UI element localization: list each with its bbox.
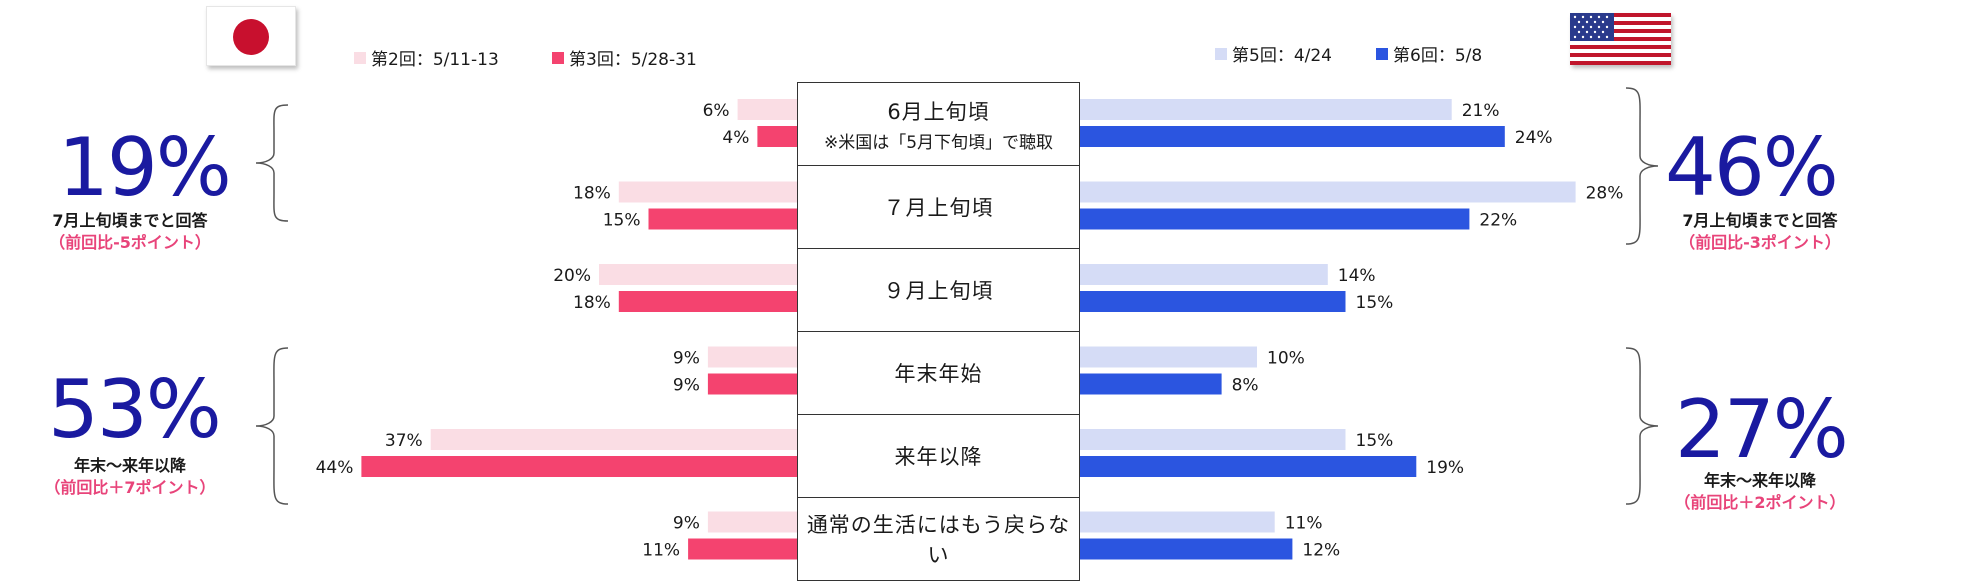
japan-flag-icon — [206, 6, 296, 66]
data-label-japan: 44% — [316, 458, 354, 478]
category-label: 通常の生活にはもう戻らない — [806, 513, 1071, 567]
data-label-us: 15% — [1356, 293, 1394, 313]
summary-us-bottom-caption: 年末～来年以降 （前回比＋2ポイント） — [1660, 470, 1860, 514]
bar-us-series1 — [1080, 346, 1257, 368]
bar-japan-series2 — [361, 456, 797, 477]
data-label-japan: 15% — [603, 211, 641, 231]
data-label-us: 14% — [1338, 266, 1376, 286]
category-label: ９月上旬頃 — [883, 279, 994, 303]
data-label-us: 28% — [1586, 184, 1624, 204]
bar-us-series2 — [1080, 291, 1346, 312]
data-label-us: 15% — [1356, 431, 1394, 451]
bar-japan-series2 — [757, 126, 797, 147]
bar-us-series1 — [1080, 99, 1452, 120]
bar-japan-series2 — [688, 538, 797, 560]
bar-us-series2 — [1080, 373, 1222, 395]
data-label-us: 10% — [1267, 349, 1305, 369]
bar-japan-series1 — [618, 181, 797, 203]
legend-label: 第5回：4/24 — [1232, 46, 1332, 66]
bar-us-series2 — [1080, 126, 1505, 147]
bar-japan-series1 — [430, 429, 797, 450]
legend-us-round5: 第5回：4/24 — [1215, 41, 1332, 66]
bar-japan-series1 — [737, 99, 797, 120]
legend-swatch — [1376, 47, 1388, 60]
category-box-year-end: 年末年始 — [797, 331, 1080, 415]
bar-us-series1 — [1080, 264, 1328, 285]
category-box-july: ７月上旬頃 — [797, 165, 1080, 249]
data-label-japan: 4% — [722, 128, 749, 148]
summary-us-bottom-value: 27% — [1675, 383, 1849, 476]
summary-caption-line1: 7月上旬頃までと回答 — [52, 211, 208, 230]
summary-caption-line1: 年末～来年以降 — [1703, 471, 1816, 490]
summary-jp-bottom-caption: 年末～来年以降 （前回比＋7ポイント） — [30, 455, 230, 499]
bar-us-series1 — [1080, 181, 1576, 203]
summary-caption-line2: （前回比-3ポイント） — [1679, 233, 1841, 252]
category-box-never-return: 通常の生活にはもう戻らない — [797, 497, 1080, 581]
category-label: 来年以降 — [894, 445, 983, 469]
legend-swatch — [1215, 47, 1227, 60]
summary-caption-line2: （前回比-5ポイント） — [49, 233, 211, 252]
data-label-japan: 6% — [703, 101, 730, 121]
bar-us-series2 — [1080, 208, 1470, 230]
data-label-japan: 9% — [673, 514, 700, 534]
data-label-us: 8% — [1232, 376, 1259, 396]
bar-us-series2 — [1080, 456, 1417, 477]
legend-label: 第2回：5/11-13 — [371, 50, 499, 70]
bar-us-series1 — [1080, 511, 1275, 533]
category-box-june: 6月上旬頃 ※米国は「5月下旬頃」で聴取 — [797, 82, 1080, 166]
bar-japan-series1 — [707, 346, 797, 368]
data-label-us: 19% — [1426, 458, 1464, 478]
summary-jp-top-caption: 7月上旬頃までと回答 （前回比-5ポイント） — [30, 210, 230, 254]
data-label-us: 24% — [1515, 128, 1553, 148]
japan-flag-sun — [233, 19, 269, 55]
category-label: 6月上旬頃 — [887, 99, 990, 124]
category-note: ※米国は「5月下旬頃」で聴取 — [823, 132, 1054, 153]
brace-japan-top — [255, 104, 289, 222]
category-label: 年末年始 — [894, 362, 983, 386]
legend-swatch — [552, 51, 564, 64]
data-label-us: 22% — [1479, 211, 1517, 231]
bar-japan-series2 — [618, 291, 797, 312]
summary-caption-line1: 7月上旬頃までと回答 — [1682, 211, 1838, 230]
bar-japan-series2 — [648, 208, 797, 230]
brace-us-bottom — [1625, 347, 1659, 505]
legend-japan-round3: 第3回：5/28-31 — [552, 45, 697, 70]
data-label-japan: 18% — [573, 184, 611, 204]
legend-swatch — [354, 51, 366, 64]
data-label-japan: 18% — [573, 293, 611, 313]
data-label-japan: 20% — [553, 266, 591, 286]
data-label-japan: 9% — [673, 376, 700, 396]
legend-japan-round2: 第2回：5/11-13 — [354, 45, 499, 70]
summary-caption-line1: 年末～来年以降 — [73, 456, 186, 475]
legend-label: 第3回：5/28-31 — [569, 50, 697, 70]
summary-caption-line2: （前回比＋7ポイント） — [44, 478, 216, 497]
bar-us-series2 — [1080, 538, 1293, 560]
us-flag-icon — [1570, 13, 1671, 65]
category-box-next-year: 来年以降 — [797, 414, 1080, 498]
bar-japan-series2 — [707, 373, 797, 395]
legend-label: 第6回：5/8 — [1393, 46, 1483, 66]
brace-us-top — [1625, 87, 1659, 245]
bar-japan-series1 — [599, 264, 797, 285]
summary-caption-line2: （前回比＋2ポイント） — [1674, 493, 1846, 512]
summary-us-top-caption: 7月上旬頃までと回答 （前回比-3ポイント） — [1660, 210, 1860, 254]
data-label-us: 12% — [1302, 541, 1340, 561]
data-label-japan: 11% — [642, 541, 680, 561]
data-label-us: 21% — [1462, 101, 1500, 121]
category-box-september: ９月上旬頃 — [797, 248, 1080, 332]
summary-jp-top-value: 19% — [58, 121, 232, 214]
summary-jp-bottom-value: 53% — [48, 363, 222, 456]
category-label: ７月上旬頃 — [883, 196, 994, 220]
data-label-japan: 9% — [673, 349, 700, 369]
bar-us-series1 — [1080, 429, 1346, 450]
summary-us-top-value: 46% — [1665, 121, 1839, 214]
data-label-japan: 37% — [385, 431, 423, 451]
bar-japan-series1 — [707, 511, 797, 533]
data-label-us: 11% — [1285, 514, 1323, 534]
brace-japan-bottom — [255, 347, 289, 505]
legend-us-round6: 第6回：5/8 — [1376, 41, 1482, 66]
